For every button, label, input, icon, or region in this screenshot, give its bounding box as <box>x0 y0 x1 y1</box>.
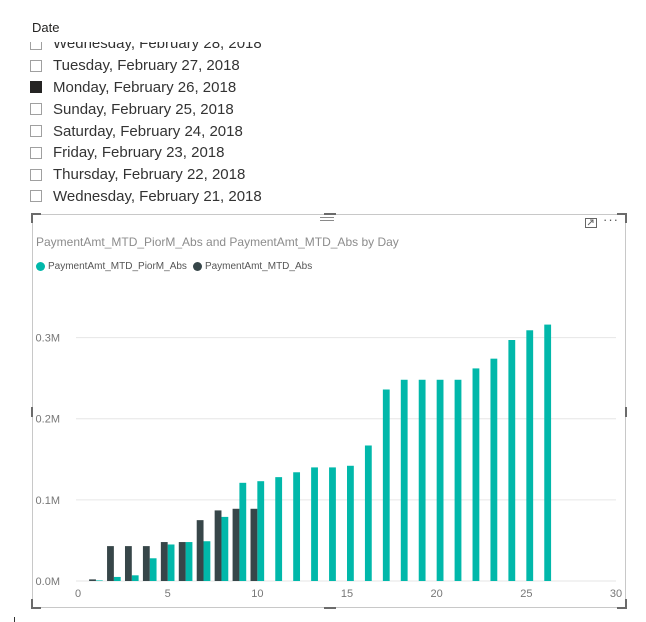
bar-prior-month <box>526 330 534 581</box>
bar-prior-month <box>293 472 301 581</box>
slicer-item[interactable]: Saturday, February 24, 2018 <box>30 120 262 142</box>
slicer-item-label: Wednesday, February 21, 2018 <box>53 187 262 205</box>
slicer-item[interactable]: Friday, February 23, 2018 <box>30 142 262 164</box>
bar-prior-month <box>436 379 444 581</box>
bar-current-month <box>214 510 222 581</box>
checkbox[interactable] <box>30 81 42 94</box>
bar-current-month <box>196 520 204 581</box>
bar-current-month <box>89 579 96 581</box>
legend-marker-prior-month <box>36 262 45 271</box>
bar-current-month <box>142 546 150 581</box>
legend-item-prior-month[interactable]: PaymentAmt_MTD_PiorM_Abs <box>36 261 187 272</box>
slicer-item-label: Thursday, February 22, 2018 <box>53 166 246 184</box>
slicer-item-label: Saturday, February 24, 2018 <box>53 122 243 140</box>
bar-prior-month <box>275 477 283 581</box>
bar-prior-month <box>347 465 354 581</box>
slicer-item[interactable]: Thursday, February 22, 2018 <box>30 164 262 186</box>
bar-current-month <box>232 508 240 581</box>
y-tick-label: 0.2M <box>36 414 60 426</box>
slicer-item[interactable]: Tuesday, February 27, 2018 <box>30 55 262 77</box>
bar-prior-month <box>113 576 121 581</box>
y-tick-label: 0.3M <box>36 333 60 345</box>
resize-handle-right[interactable] <box>625 407 627 417</box>
resize-handle-top[interactable] <box>324 213 336 215</box>
legend-marker-current-month <box>192 262 202 271</box>
slicer-item-label: Sunday, February 25, 2018 <box>53 100 234 118</box>
resize-handle-bottom-right[interactable] <box>617 599 627 609</box>
bar-current-month <box>250 508 258 581</box>
legend-item-current-month[interactable]: PaymentAmt_MTD_Abs <box>192 261 313 272</box>
bar-prior-month <box>203 541 211 581</box>
bar-prior-month <box>382 389 390 581</box>
x-tick-label: 25 <box>520 588 532 600</box>
resize-handle-bottom[interactable] <box>324 607 336 609</box>
slicer-title: Date <box>32 20 60 35</box>
checkbox[interactable] <box>30 146 42 159</box>
more-options-icon[interactable]: ··· <box>603 212 619 227</box>
bar-prior-month <box>490 358 498 581</box>
chart-legend: PaymentAmt_MTD_PiorM_Abs PaymentAmt_MTD_… <box>36 261 318 272</box>
focus-mode-icon[interactable] <box>585 218 597 228</box>
bar-prior-month <box>257 481 265 581</box>
slicer-item-label: Friday, February 23, 2018 <box>53 144 225 162</box>
bar-prior-month <box>95 580 103 581</box>
bar-prior-month <box>239 482 247 581</box>
x-tick-label: 5 <box>165 588 171 600</box>
bar-prior-month <box>167 544 175 581</box>
checkbox[interactable] <box>30 168 42 181</box>
bar-prior-month <box>400 379 408 581</box>
slicer-list[interactable]: Wednesday, February 28, 2018 Tuesday, Feb… <box>30 42 270 214</box>
bar-prior-month <box>508 340 516 581</box>
checkbox[interactable] <box>30 42 42 50</box>
bar-prior-month <box>364 445 372 581</box>
resize-handle-top-left[interactable] <box>31 213 41 223</box>
x-tick-label: 15 <box>341 588 353 600</box>
bar-prior-month <box>544 324 552 581</box>
text-cursor <box>14 617 15 622</box>
x-tick-label: 0 <box>75 588 81 600</box>
bar-current-month <box>160 542 168 581</box>
x-tick-label: 10 <box>251 588 263 600</box>
slicer-item-label: Wednesday, February 28, 2018 <box>53 42 262 53</box>
checkbox[interactable] <box>30 190 42 203</box>
chart-title: PaymentAmt_MTD_PiorM_Abs and PaymentAmt_… <box>36 235 399 249</box>
slicer-item[interactable]: Monday, February 26, 2018 <box>30 77 262 99</box>
chart-visual[interactable]: ··· PaymentAmt_MTD_PiorM_Abs and Payment… <box>31 212 627 609</box>
checkbox[interactable] <box>30 125 42 138</box>
chart-plot-area: 0.0M 0.1M 0.2M 0.3M 0 5 10 15 20 25 30 <box>36 324 622 600</box>
bar-current-month <box>124 546 132 581</box>
bar-prior-month <box>329 467 336 581</box>
bar-prior-month <box>454 379 462 581</box>
bar-prior-month <box>131 575 139 581</box>
y-tick-label: 0.1M <box>36 495 60 507</box>
slicer-item[interactable]: Wednesday, February 28, 2018 <box>30 42 262 55</box>
bar-prior-month <box>149 558 157 581</box>
slicer-item-label: Monday, February 26, 2018 <box>53 78 237 96</box>
date-slicer: Date Wednesday, February 28, 2018 Tuesday… <box>30 18 270 205</box>
y-tick-label: 0.0M <box>36 576 60 588</box>
x-tick-label: 30 <box>610 588 622 600</box>
checkbox[interactable] <box>30 59 42 72</box>
legend-label-prior-month: PaymentAmt_MTD_PiorM_Abs <box>48 261 187 272</box>
checkbox[interactable] <box>30 103 42 116</box>
resize-handle-left[interactable] <box>31 407 33 417</box>
drag-grip-icon[interactable] <box>320 217 334 224</box>
slicer-item[interactable]: Sunday, February 25, 2018 <box>30 98 262 120</box>
slicer-items: Wednesday, February 28, 2018 Tuesday, Feb… <box>30 42 262 207</box>
bar-prior-month <box>311 467 318 581</box>
resize-handle-bottom-left[interactable] <box>31 599 41 609</box>
slicer-item-label: Tuesday, February 27, 2018 <box>53 57 240 75</box>
bar-prior-month <box>472 368 480 581</box>
bar-current-month <box>178 542 186 581</box>
x-tick-label: 20 <box>431 588 443 600</box>
bar-current-month <box>107 546 114 581</box>
slicer-item[interactable]: Wednesday, February 21, 2018 <box>30 186 262 208</box>
bar-prior-month <box>221 516 229 581</box>
resize-handle-top-right[interactable] <box>617 213 627 223</box>
bar-prior-month <box>185 542 193 581</box>
bar-prior-month <box>418 379 426 581</box>
legend-label-current-month: PaymentAmt_MTD_Abs <box>204 261 313 272</box>
